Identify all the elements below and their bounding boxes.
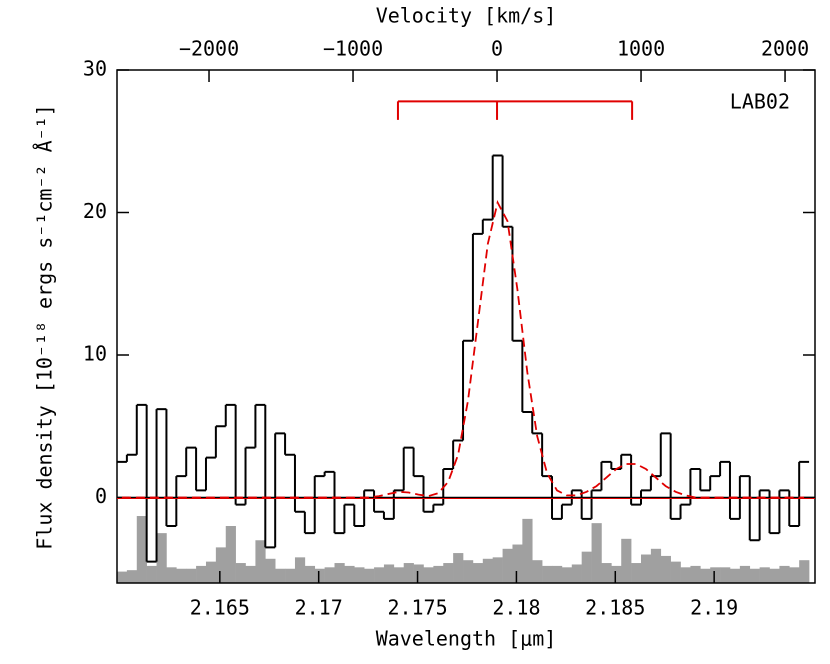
noise-bar (492, 557, 503, 583)
top-tick-label: 0 (491, 37, 503, 61)
noise-bar (611, 565, 622, 583)
noise-bar (304, 565, 316, 583)
noise-bar (225, 526, 236, 583)
noise-bar (680, 567, 691, 583)
noise-bar (710, 567, 721, 583)
noise-bar (403, 563, 414, 583)
noise-bar (769, 568, 780, 583)
noise-bar (571, 564, 582, 583)
noise-bar (364, 568, 375, 583)
x-tick-label: 2.165 (190, 596, 250, 620)
noise-bar (423, 567, 434, 583)
noise-bar (561, 567, 573, 583)
noise-bar (472, 563, 484, 583)
y-tick-label: 30 (83, 57, 107, 81)
noise-bar (255, 540, 266, 583)
noise-bar (374, 567, 385, 583)
y-tick-label: 10 (83, 342, 107, 366)
noise-bar (196, 565, 207, 583)
noise-bar (670, 561, 681, 583)
noise-bar (502, 548, 513, 583)
y-tick-label: 0 (95, 484, 107, 508)
noise-bar (146, 565, 157, 583)
noise-bar (117, 571, 128, 583)
noise-bar (690, 565, 701, 583)
noise-bar (354, 567, 365, 583)
noise-bar (581, 551, 592, 583)
x-axis-label: Wavelength [μm] (376, 627, 557, 651)
top-tick-label: 1000 (617, 37, 665, 61)
noise-bar (265, 558, 276, 583)
noise-bar (532, 560, 543, 583)
noise-bar (482, 558, 493, 583)
noise-bar (522, 518, 533, 583)
noise-bar (700, 568, 711, 583)
x-tick-label: 2.17 (295, 596, 343, 620)
noise-bar (443, 563, 454, 583)
noise-bar (720, 567, 731, 583)
x-tick-label: 2.19 (690, 596, 738, 620)
noise-bar (334, 563, 345, 583)
noise-bar (275, 568, 286, 583)
noise-bar (453, 553, 464, 583)
noise-bar (205, 561, 217, 583)
noise-bar (285, 568, 296, 583)
noise-bar (759, 567, 770, 583)
noise-bar (749, 568, 760, 583)
y-tick-label: 20 (83, 199, 107, 223)
noise-bar (729, 568, 741, 583)
noise-bar (383, 564, 395, 583)
noise-bar (156, 533, 167, 583)
noise-bar (186, 568, 197, 583)
noise-bar (789, 567, 800, 583)
noise-bar (601, 563, 612, 583)
annotation: LAB02 (730, 90, 790, 114)
noise-bar (245, 565, 256, 583)
noise-bar (463, 560, 474, 583)
noise-bar (779, 565, 790, 583)
noise-bar (176, 568, 187, 583)
noise-bar (215, 547, 227, 583)
noise-bar (660, 555, 671, 583)
x-tick-label: 2.18 (492, 596, 540, 620)
noise-bar (166, 567, 177, 583)
noise-bar (433, 565, 444, 583)
top-tick-label: −2000 (179, 37, 239, 61)
x-tick-label: 2.175 (387, 596, 447, 620)
noise-bar (393, 567, 405, 583)
noise-bar (799, 560, 810, 583)
noise-bar (650, 548, 662, 583)
plot-frame (116, 69, 816, 584)
noise-bar (542, 565, 553, 583)
noise-bar (344, 565, 355, 583)
noise-bar (324, 567, 335, 583)
top-axis-label: Velocity [km/s] (376, 4, 557, 28)
model-fit (121, 199, 805, 499)
noise-bar (126, 570, 138, 583)
noise-bar (512, 544, 523, 583)
noise-bar (621, 538, 632, 583)
y-axis-label: Flux density [10⁻¹⁸ ergs s⁻¹cm⁻² Å⁻¹] (33, 104, 57, 550)
noise-bar (235, 563, 246, 583)
noise-bar (413, 564, 424, 583)
noise-bar (294, 557, 306, 583)
noise-bar (552, 565, 563, 583)
x-tick-label: 2.185 (585, 596, 645, 620)
noise-bar (739, 565, 751, 583)
noise-bar (591, 523, 602, 583)
top-tick-label: −1000 (323, 37, 383, 61)
noise-bar (136, 516, 147, 583)
top-tick-label: 2000 (761, 37, 809, 61)
noise-bar (314, 568, 325, 583)
noise-bar (631, 563, 642, 583)
noise-bar (640, 554, 652, 583)
